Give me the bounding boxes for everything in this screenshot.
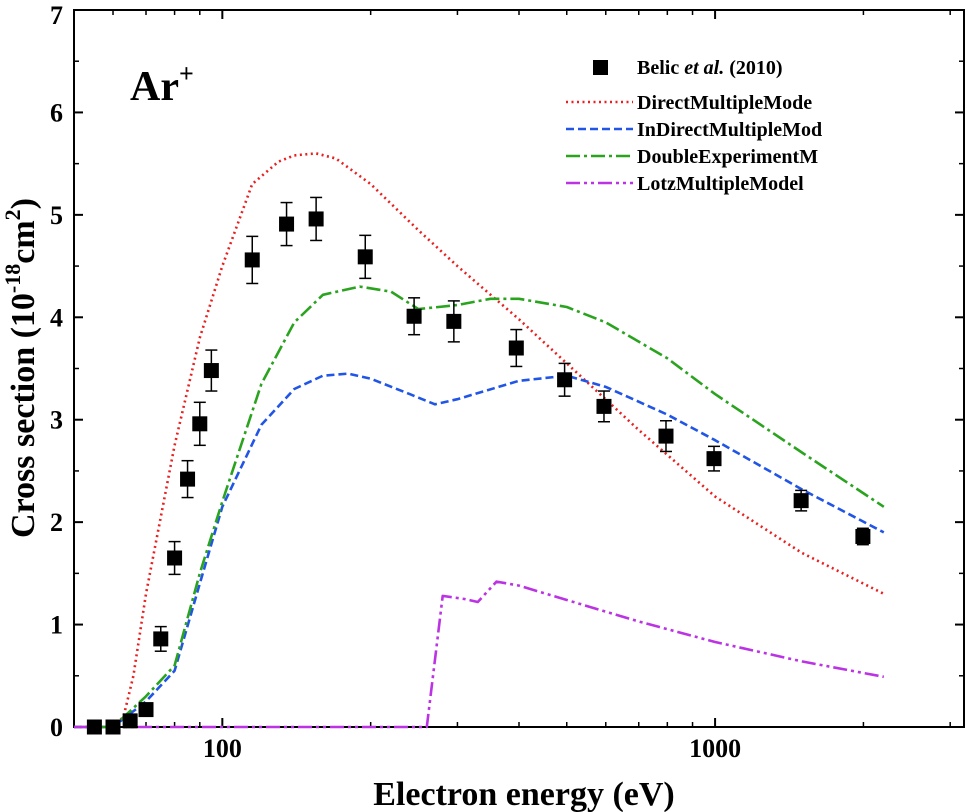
data-point bbox=[855, 528, 871, 544]
series-line-4 bbox=[74, 580, 885, 729]
series-layer bbox=[74, 152, 885, 729]
legend: Belic et al. (2010) DirectMultipleMode In… bbox=[566, 57, 822, 195]
y-tick-label: 4 bbox=[50, 303, 63, 332]
data-point bbox=[167, 550, 183, 566]
y-tick-label: 5 bbox=[50, 201, 63, 230]
legend-label-2: InDirectMultipleMod bbox=[637, 119, 822, 141]
data-point bbox=[557, 372, 573, 388]
data-point bbox=[658, 428, 674, 444]
y-tick-label: 0 bbox=[50, 713, 63, 742]
series-line-3 bbox=[74, 285, 885, 729]
annotation-superscript: + bbox=[179, 59, 194, 88]
y-axis-title: Cross section (10-18cm2) bbox=[0, 198, 42, 538]
legend-label-4: LotzMultipleModel bbox=[637, 173, 804, 195]
x-tick-label: 100 bbox=[203, 734, 242, 763]
data-point bbox=[446, 313, 462, 329]
y-tick-label: 7 bbox=[50, 1, 63, 30]
data-point bbox=[596, 398, 612, 414]
y-tick-label: 2 bbox=[50, 508, 63, 537]
annotation-label: Ar+ bbox=[130, 59, 194, 110]
data-point bbox=[203, 363, 219, 379]
data-point bbox=[153, 631, 169, 647]
legend-label-3: DoubleExperimentM bbox=[637, 146, 818, 168]
experiment-points bbox=[86, 196, 871, 735]
data-point bbox=[279, 216, 295, 232]
series-line-1 bbox=[74, 152, 885, 729]
y-tick-label: 1 bbox=[50, 611, 63, 640]
data-point bbox=[86, 719, 102, 735]
data-point bbox=[244, 252, 260, 268]
y-tick-label: 3 bbox=[50, 406, 63, 435]
data-point bbox=[406, 308, 422, 324]
data-point bbox=[105, 719, 121, 735]
data-point bbox=[357, 249, 373, 265]
x-axis-ticks: 100 1000 bbox=[73, 10, 951, 763]
data-point bbox=[706, 451, 722, 467]
data-point bbox=[138, 702, 154, 718]
x-tick-label: 1000 bbox=[689, 734, 741, 763]
legend-label-experiment: Belic et al. (2010) bbox=[637, 57, 783, 79]
data-point bbox=[180, 471, 196, 487]
y-axis-ticks: 0 1 2 3 4 5 6 7 bbox=[50, 1, 964, 742]
legend-marker-experiment bbox=[593, 60, 608, 75]
data-point bbox=[192, 416, 208, 432]
y-tick-label: 6 bbox=[50, 98, 63, 127]
data-point bbox=[122, 713, 138, 729]
data-point bbox=[793, 493, 809, 509]
x-axis-title: Electron energy (eV) bbox=[373, 776, 674, 812]
data-point bbox=[508, 340, 524, 356]
data-point bbox=[308, 211, 324, 227]
legend-label-1: DirectMultipleMode bbox=[637, 92, 812, 114]
